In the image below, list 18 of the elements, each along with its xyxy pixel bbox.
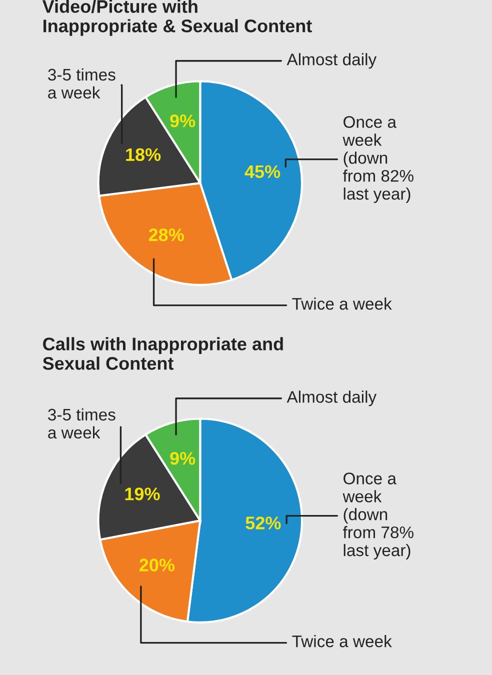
- data-label: 28%: [148, 228, 184, 242]
- slice-label: Twice a week: [292, 635, 392, 648]
- slice-label: 3-5 times a week: [48, 408, 116, 439]
- data-label: 9%: [170, 114, 196, 128]
- slice-label: Almost daily: [286, 390, 377, 406]
- slice-label: Twice a week: [292, 298, 392, 310]
- data-label: 18%: [126, 148, 161, 162]
- data-label: 52%: [246, 516, 281, 530]
- slice-label: Almost daily: [286, 53, 377, 69]
- data-label: 20%: [140, 558, 175, 572]
- slice-label: Once a week (down from 78% last year): [342, 472, 414, 560]
- data-label: 9%: [170, 452, 196, 465]
- data-label: 45%: [244, 165, 280, 178]
- slice-label: 3-5 times a week: [48, 68, 116, 99]
- chart-title: Calls with Inappropriate and Sexual Content: [42, 337, 283, 370]
- chart-title: Video/Picture with Inappropriate & Sexual Content: [42, 0, 312, 36]
- slice-label: Once a week (down from 82% last year): [342, 116, 414, 204]
- data-label: 19%: [125, 488, 160, 500]
